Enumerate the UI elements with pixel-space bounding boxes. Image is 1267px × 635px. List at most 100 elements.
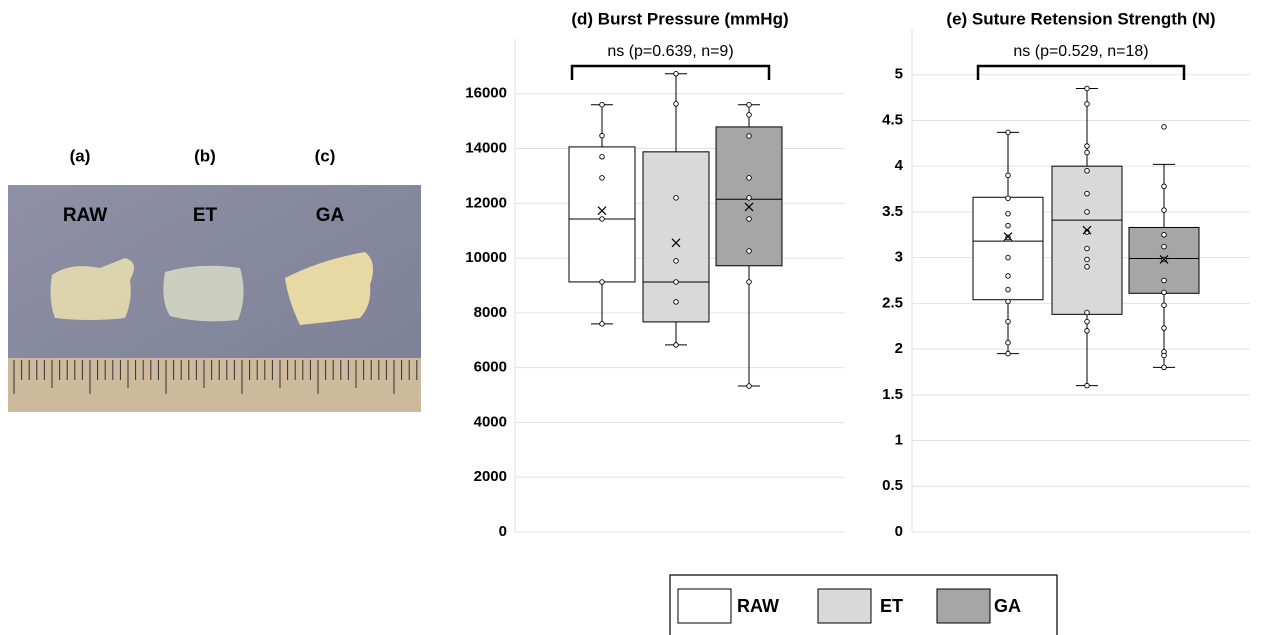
significance-bracket (978, 66, 1184, 80)
point (600, 102, 605, 107)
sample-label: GA (316, 205, 345, 226)
tissue-et (163, 266, 243, 322)
point (1006, 340, 1011, 345)
sample-label: ET (193, 205, 218, 226)
point (1006, 274, 1011, 279)
legend-label: ET (880, 596, 903, 616)
y-tick-label: 0.5 (882, 477, 903, 494)
point (1162, 232, 1167, 237)
point (1085, 86, 1090, 91)
legend-label: RAW (737, 596, 779, 616)
y-tick-label: 0 (895, 523, 903, 540)
point (1162, 208, 1167, 213)
point (1085, 329, 1090, 334)
page: (a) (b) (c) RAW ET GA RAW ET GA (d) Burs… (0, 0, 1267, 635)
point (1085, 257, 1090, 262)
point (1006, 299, 1011, 304)
point (1085, 210, 1090, 215)
point (1006, 351, 1011, 356)
point (1085, 319, 1090, 324)
panel-label: (a) (70, 146, 91, 165)
point (1162, 125, 1167, 130)
legend-swatch (937, 589, 990, 623)
point (747, 249, 752, 254)
y-tick-label: 5 (895, 66, 903, 83)
point (747, 176, 752, 181)
whisker-high (1153, 164, 1175, 227)
y-tick-label: 12000 (465, 194, 507, 211)
box (1052, 166, 1122, 314)
point (600, 176, 605, 181)
point (600, 280, 605, 285)
whisker-high (591, 105, 613, 147)
point (747, 280, 752, 285)
y-tick-label: 0 (499, 523, 507, 540)
chart-title: (e) Suture Retension Strength (N) (946, 9, 1215, 28)
ruler (8, 358, 421, 412)
y-tick-label: 3 (895, 249, 903, 266)
point (1085, 150, 1090, 155)
y-tick-label: 1.5 (882, 386, 903, 403)
y-tick-label: 3.5 (882, 203, 903, 220)
figure: (a) (b) (c) RAW ET GA RAW ET GA (d) Burs… (0, 0, 1267, 635)
point (674, 196, 679, 201)
whisker-low (591, 282, 613, 324)
sample-label: RAW (63, 205, 107, 226)
point (1085, 383, 1090, 388)
whisker-low (1076, 314, 1098, 385)
point (1085, 310, 1090, 315)
point (747, 384, 752, 389)
chart-title: (d) Burst Pressure (mmHg) (571, 9, 788, 28)
point (600, 322, 605, 327)
significance-bracket (572, 66, 769, 80)
annotation: ns (p=0.639, n=9) (607, 43, 733, 60)
legend-swatch (818, 589, 871, 623)
point (1162, 303, 1167, 308)
point (1162, 244, 1167, 249)
point (1162, 353, 1167, 358)
point (1006, 173, 1011, 178)
legend-swatch (678, 589, 731, 623)
point (1162, 184, 1167, 189)
point (1162, 290, 1167, 295)
point (1006, 255, 1011, 260)
point (1085, 246, 1090, 251)
y-tick-label: 8000 (474, 304, 507, 321)
point (747, 196, 752, 201)
point (1006, 287, 1011, 292)
point (600, 133, 605, 138)
y-tick-label: 10000 (465, 249, 507, 266)
point (1085, 264, 1090, 269)
whisker-low (997, 300, 1019, 354)
point (1085, 191, 1090, 196)
point (1162, 326, 1167, 331)
point (674, 102, 679, 107)
point (747, 102, 752, 107)
photo: (a) (b) (c) RAW ET GA (8, 146, 421, 412)
panel-label: (c) (315, 146, 336, 165)
y-tick-label: 6000 (474, 359, 507, 376)
point (1162, 365, 1167, 370)
point (747, 217, 752, 222)
point (747, 113, 752, 118)
point (674, 259, 679, 264)
point (1006, 130, 1011, 135)
y-tick-label: 4000 (474, 413, 507, 430)
y-tick-label: 4 (895, 157, 904, 174)
point (600, 217, 605, 222)
y-tick-label: 1 (895, 432, 903, 449)
panel-label: (b) (194, 146, 216, 165)
y-tick-label: 14000 (465, 140, 507, 157)
annotation: ns (p=0.529, n=18) (1013, 43, 1148, 60)
point (1085, 168, 1090, 173)
point (1085, 144, 1090, 149)
box (569, 147, 635, 282)
point (1085, 102, 1090, 107)
point (1162, 278, 1167, 283)
legend: RAW ET GA (670, 575, 1057, 635)
point (1006, 196, 1011, 201)
y-tick-label: 2000 (474, 468, 507, 485)
point (674, 280, 679, 285)
point (1006, 319, 1011, 324)
point (1006, 211, 1011, 216)
